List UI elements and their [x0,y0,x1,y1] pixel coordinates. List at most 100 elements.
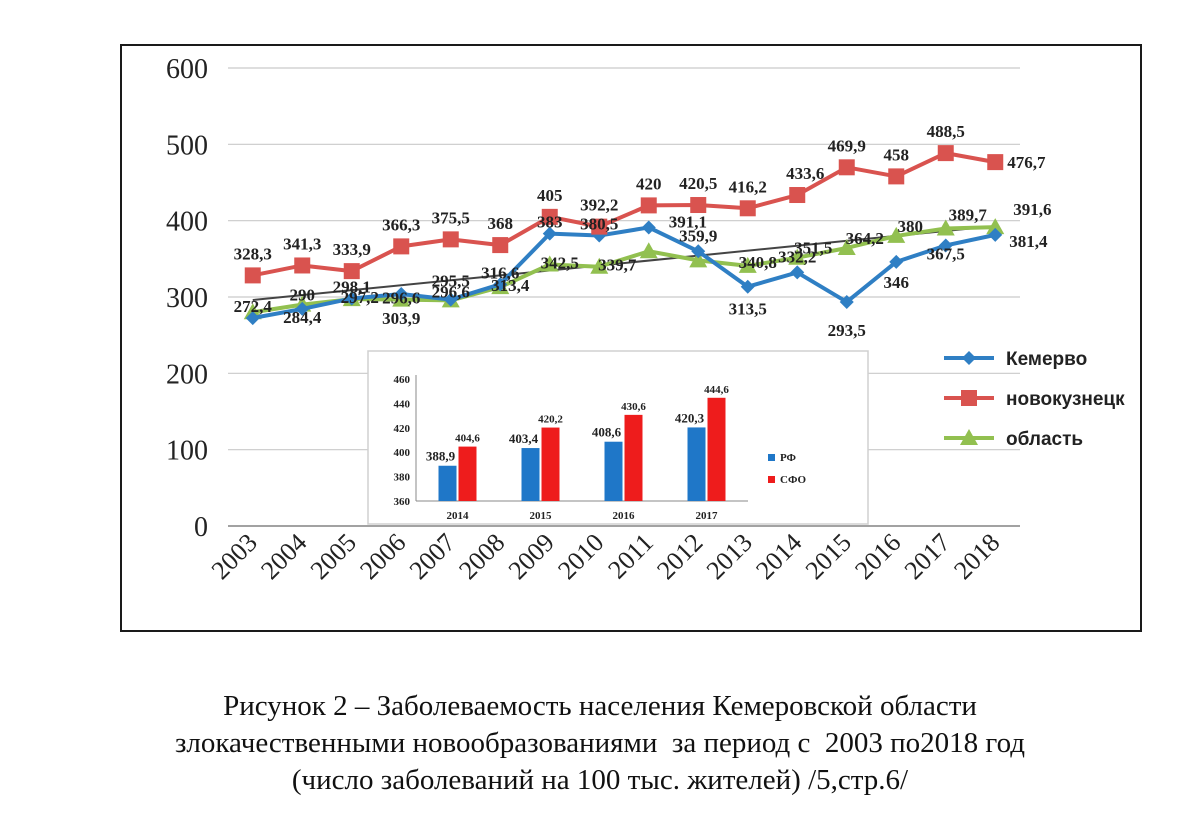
inset-y-tick-label: 440 [394,398,411,410]
x-tick-label: 2004 [255,528,312,585]
data-point [540,255,559,272]
data-label: 368 [488,214,514,233]
data-label: 389,7 [949,206,988,225]
data-label: 380 [898,217,924,236]
inset-data-label: 388,9 [426,449,456,464]
legend-marker [961,390,977,406]
data-label: 391,6 [1013,200,1051,219]
data-label: 367,5 [927,244,965,263]
data-label: 313,5 [729,300,767,319]
data-point [442,231,459,248]
data-label: 296,6 [432,283,470,302]
data-label: 332,2 [778,247,816,266]
data-label: 303,9 [382,309,420,328]
trend-line [252,225,996,302]
data-label: 296,6 [382,289,420,308]
caption-line-3: (число заболеваний на 100 тыс. жителей) … [291,764,909,796]
y-tick-label: 0 [194,512,208,543]
data-point [244,267,261,284]
data-point [639,242,658,259]
data-label: 375,5 [432,208,470,227]
x-tick-label: 2010 [552,528,609,585]
data-label: 458 [884,145,910,164]
data-label: 488,5 [927,122,965,141]
inset-y-tick-label: 380 [394,472,411,484]
inset-data-label: 420,3 [675,410,705,425]
series-line-2 [252,225,996,315]
inset-bar [438,465,457,501]
data-point [788,248,807,265]
data-label: 341,3 [283,234,321,253]
legend-label: область [1006,429,1083,450]
series-line-0 [252,225,996,321]
inset-data-label: 403,4 [509,431,539,446]
data-point [641,220,656,235]
data-label: 297,2 [341,288,379,307]
x-tick-label: 2015 [800,528,857,585]
x-tick-label: 2012 [651,528,708,585]
x-tick-label: 2016 [849,528,906,585]
inset-x-tick-label: 2014 [447,510,470,522]
data-label: 476,7 [1007,153,1046,172]
data-point [691,244,706,259]
data-point [245,311,260,326]
data-point [790,265,805,280]
inset-bar [521,448,540,501]
data-label: 366,3 [382,215,420,234]
data-label: 420 [636,174,662,193]
y-tick-label: 200 [166,359,208,390]
inset-data-label: 430,6 [621,401,646,413]
data-point [294,257,311,274]
x-tick-label: 2018 [948,528,1005,585]
x-tick-label: 2017 [899,528,956,585]
x-tick-label: 2009 [503,528,560,585]
data-label: 333,9 [333,240,371,259]
data-label: 433,6 [786,164,824,183]
data-point [492,237,509,254]
inset-bar [541,427,560,501]
x-tick-label: 2013 [701,528,758,585]
x-tick-label: 2014 [750,528,807,585]
inset-bar [687,427,706,501]
inset-legend-swatch [768,476,775,483]
inset-x-tick-label: 2016 [613,510,636,522]
data-point [839,294,854,309]
data-label: 290 [290,286,316,305]
data-point [393,238,410,255]
data-label: 391,1 [669,212,707,231]
data-label: 392,2 [580,196,618,215]
data-point [343,263,360,280]
data-label: 381,4 [1009,232,1048,251]
y-tick-label: 500 [166,130,208,161]
data-point [344,291,359,306]
data-label: 316,6 [481,263,519,282]
inset-y-tick-label: 460 [394,374,411,386]
data-point [740,279,755,294]
data-label: 416,2 [729,177,767,196]
inset-legend-label: СФО [780,474,807,486]
inset-y-tick-label: 420 [394,423,411,435]
data-label: 328,3 [234,244,272,263]
data-point [789,187,806,204]
data-point [937,145,954,162]
inset-y-tick-label: 400 [394,447,411,459]
data-label: 364,2 [846,229,884,248]
inset-data-label: 420,2 [538,414,563,426]
data-point [590,257,609,274]
data-label: 293,5 [828,321,866,340]
inset-legend-swatch [768,454,775,461]
data-point [888,168,905,185]
x-tick-label: 2007 [404,528,461,585]
caption-line-1: Рисунок 2 – Заболеваемость населения Кем… [223,690,977,722]
data-label: 469,9 [828,136,866,155]
legend-marker [962,351,976,365]
data-point [987,154,1004,171]
data-point [640,197,657,214]
data-label: 284,4 [283,308,322,327]
data-label: 383 [537,213,563,232]
data-label: 313,4 [491,276,530,295]
inset-data-label: 404,6 [455,433,480,445]
data-label: 339,7 [598,256,637,275]
y-tick-label: 400 [166,207,208,238]
data-label: 359,9 [679,226,717,245]
